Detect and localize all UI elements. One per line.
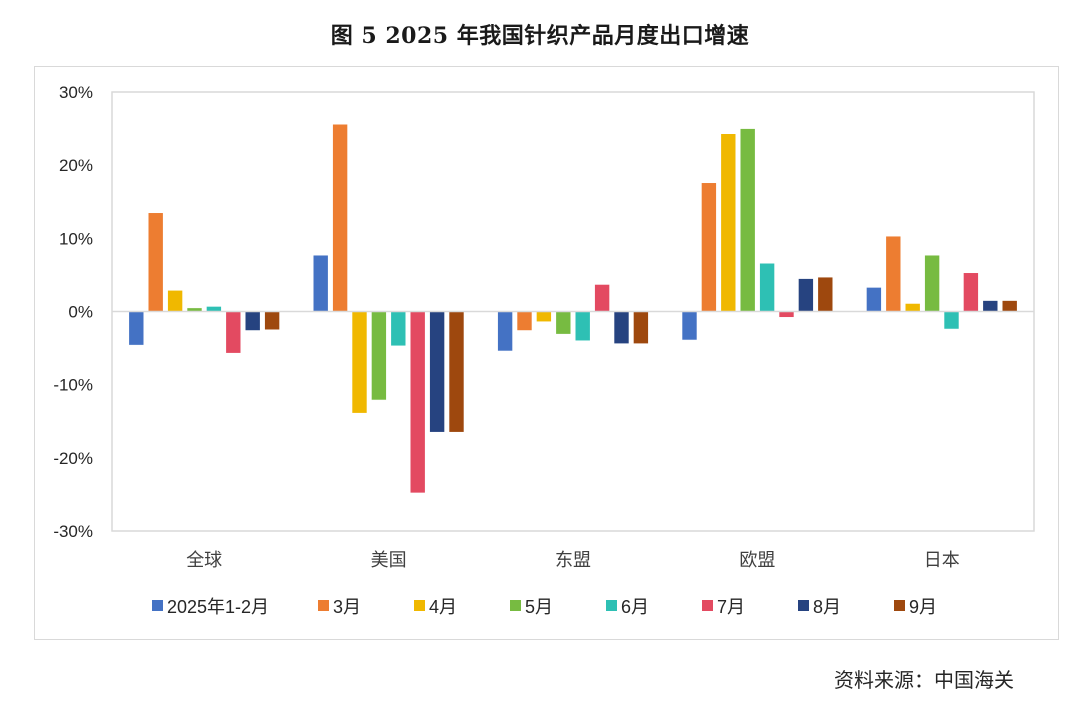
bar [982, 300, 999, 312]
bar [167, 289, 183, 312]
bar [147, 212, 164, 312]
legend-swatch-icon [318, 600, 329, 611]
legend-item: 6月 [606, 597, 649, 617]
bar [778, 311, 795, 318]
bar [555, 311, 572, 335]
y-tick-label: 20% [59, 156, 93, 175]
bar [206, 306, 222, 312]
bar [409, 311, 426, 494]
legend-swatch-icon [798, 600, 809, 611]
bar [963, 272, 979, 312]
bar [817, 276, 834, 312]
y-tick-label: -20% [53, 449, 93, 468]
bar [885, 235, 902, 312]
legend-item: 2025年1-2月 [152, 597, 269, 617]
legend-item: 8月 [798, 597, 841, 617]
legend-label: 9月 [909, 597, 937, 617]
legend-label: 5月 [525, 597, 553, 617]
bar [1001, 300, 1018, 312]
y-axis-tick-labels: 30% 20% 10% 0% -10% -20% -30% [53, 83, 93, 541]
legend-item: 5月 [510, 597, 553, 617]
bar [371, 311, 387, 401]
bar [448, 311, 465, 433]
legend-swatch-icon [606, 600, 617, 611]
bar [613, 311, 630, 344]
legend-item: 4月 [414, 597, 457, 617]
bar [312, 254, 329, 312]
bar [264, 311, 280, 331]
legend-label: 4月 [429, 597, 457, 617]
x-category-label: 日本 [924, 550, 960, 571]
x-category-label: 东盟 [555, 550, 591, 571]
y-tick-label: 0% [68, 303, 93, 322]
bar [759, 262, 775, 312]
chart-container [34, 66, 1059, 640]
legend-swatch-icon [894, 600, 905, 611]
legend-item: 3月 [318, 597, 361, 617]
bar [720, 133, 737, 312]
legend-item: 9月 [894, 597, 937, 617]
legend-swatch-icon [152, 600, 163, 611]
bar [924, 254, 940, 312]
legend-swatch-icon [414, 600, 425, 611]
bar [798, 278, 814, 312]
x-category-label: 全球 [186, 550, 222, 571]
legend-label: 3月 [333, 597, 361, 617]
bar [739, 128, 756, 312]
bar [351, 311, 368, 414]
bar [429, 311, 445, 433]
legend-item: 7月 [702, 597, 745, 617]
source-note: 资料来源：中国海关 [834, 668, 1014, 692]
legend-label: 6月 [621, 597, 649, 617]
bar [633, 311, 649, 344]
bar-series-group [128, 123, 1018, 494]
x-category-label: 美国 [371, 550, 407, 571]
bar [701, 182, 717, 312]
y-tick-label: -30% [53, 522, 93, 541]
bar [244, 311, 261, 331]
bar [904, 303, 921, 312]
legend-label: 2025年1-2月 [167, 597, 269, 617]
x-category-label: 欧盟 [739, 550, 775, 571]
legend-label: 8月 [813, 597, 841, 617]
y-tick-label: -10% [53, 376, 93, 395]
bar [390, 311, 407, 347]
bar [943, 311, 960, 330]
bar [516, 311, 533, 331]
bar [681, 311, 698, 341]
y-tick-label: 30% [59, 83, 93, 102]
chart-legend: 2025年1-2月 3月 4月 5月 6月 7月 8月 9月 [152, 597, 937, 617]
bar [866, 287, 882, 312]
bar [497, 311, 513, 352]
chart-title: 图 5 2025 年我国针织产品月度出口增速 [330, 23, 750, 49]
bar [332, 123, 348, 312]
legend-swatch-icon [702, 600, 713, 611]
legend-swatch-icon [510, 600, 521, 611]
bar [594, 284, 610, 312]
bar [536, 311, 552, 323]
bar [574, 311, 591, 342]
bar [225, 311, 242, 354]
legend-label: 7月 [717, 597, 745, 617]
y-tick-label: 10% [59, 229, 93, 248]
bar [128, 311, 145, 346]
x-axis-category-labels: 全球 美国 东盟 欧盟 日本 [186, 550, 960, 571]
